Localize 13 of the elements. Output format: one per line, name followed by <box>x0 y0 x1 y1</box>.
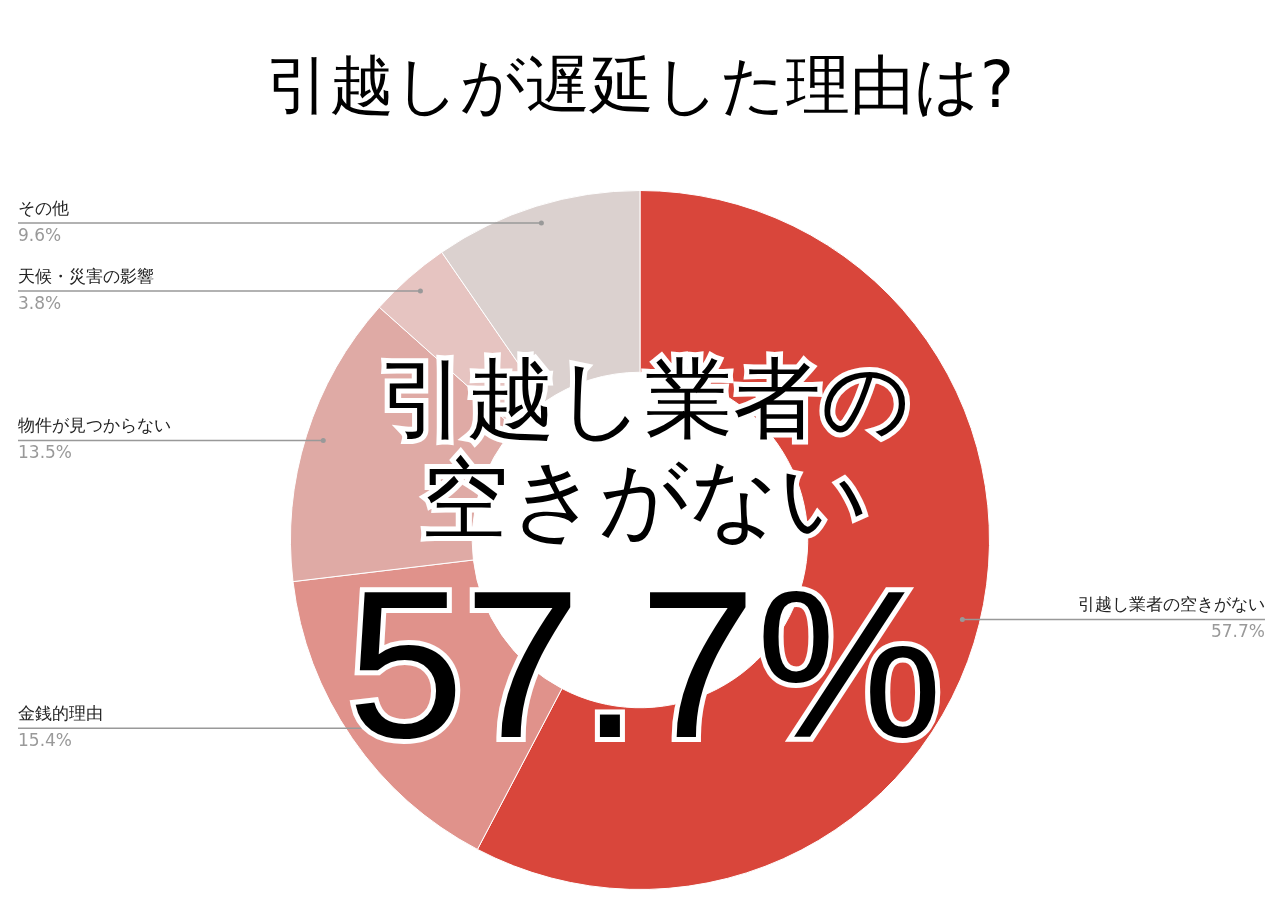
slice-label: その他 <box>18 197 69 218</box>
slice-label: 物件が見つからない <box>18 415 171 436</box>
slice-label: 引越し業者の空きがない <box>1078 594 1265 615</box>
data-label: 3.8% <box>18 292 62 313</box>
data-label: 15.4% <box>18 730 73 751</box>
data-label: 13.5% <box>18 442 73 463</box>
slice-label: 金銭的理由 <box>18 703 103 724</box>
text: 引越し業者の <box>378 347 912 450</box>
data-label: 57.7% <box>1210 621 1265 642</box>
slice-label: 天候・災害の影響 <box>18 265 154 286</box>
data-label: 9.6% <box>18 224 62 245</box>
text: 57.7% <box>346 547 944 782</box>
chart-title: 引越しが遅延した理由は? <box>265 47 1015 124</box>
